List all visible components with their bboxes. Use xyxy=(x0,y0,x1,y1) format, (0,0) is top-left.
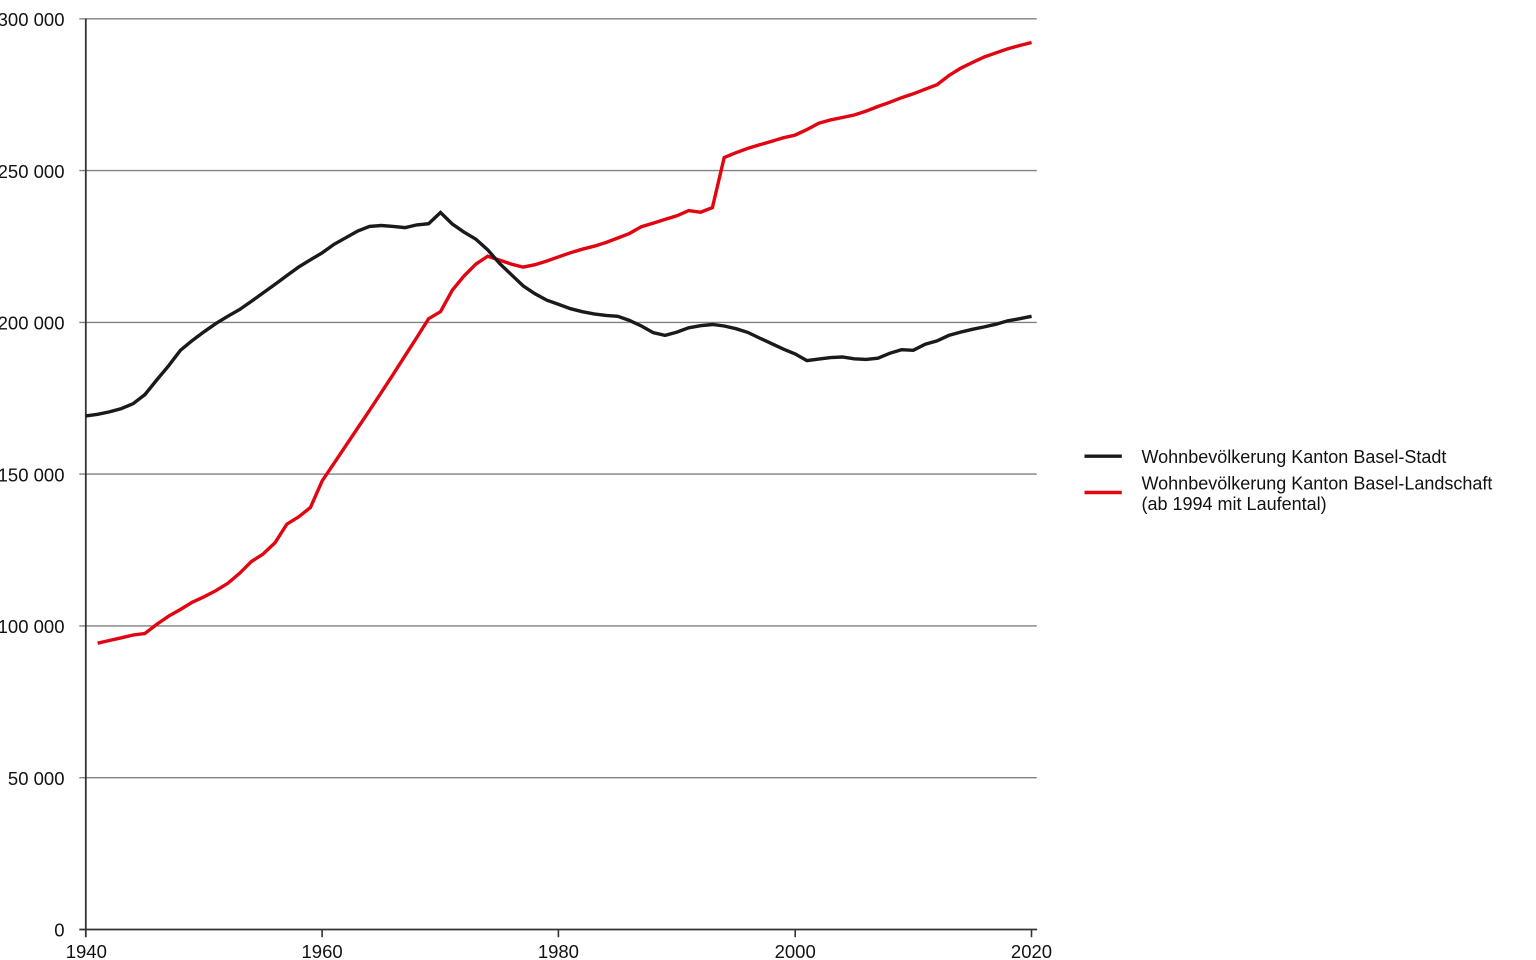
svg-text:250 000: 250 000 xyxy=(0,161,65,182)
svg-text:1940: 1940 xyxy=(66,941,107,960)
svg-text:Wohnbevölkerung Kanton Basel-L: Wohnbevölkerung Kanton Basel-Landschaft xyxy=(1142,473,1493,493)
svg-text:0: 0 xyxy=(54,920,64,941)
svg-text:2020: 2020 xyxy=(1011,941,1052,960)
svg-text:200 000: 200 000 xyxy=(0,313,65,334)
svg-text:50 000: 50 000 xyxy=(8,768,65,789)
svg-text:100 000: 100 000 xyxy=(0,616,65,637)
svg-text:150 000: 150 000 xyxy=(0,464,65,485)
svg-text:300 000: 300 000 xyxy=(0,9,65,30)
svg-text:1980: 1980 xyxy=(538,941,579,960)
svg-text:1960: 1960 xyxy=(302,941,343,960)
svg-text:Wohnbevölkerung Kanton Basel-S: Wohnbevölkerung Kanton Basel-Stadt xyxy=(1142,447,1447,467)
svg-text:2000: 2000 xyxy=(775,941,816,960)
svg-text:(ab 1994 mit Laufental): (ab 1994 mit Laufental) xyxy=(1142,494,1327,514)
